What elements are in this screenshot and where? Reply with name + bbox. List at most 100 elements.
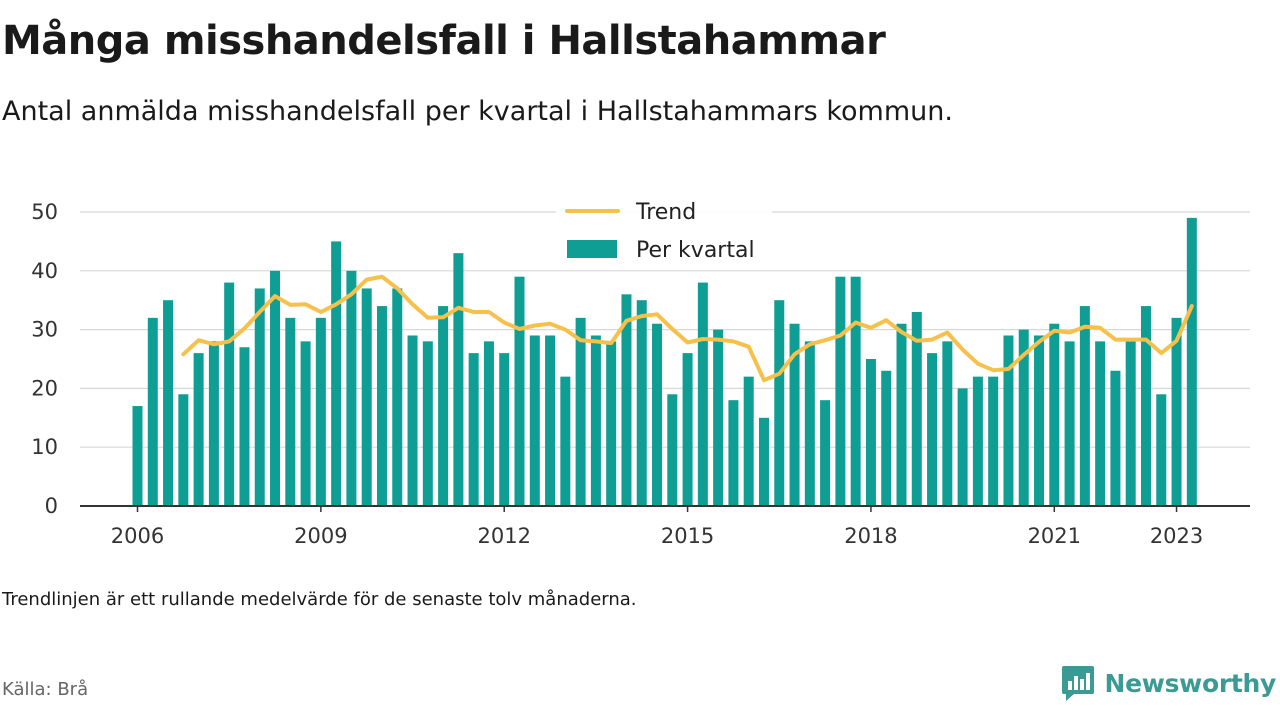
bar bbox=[789, 323, 800, 506]
bar bbox=[1171, 317, 1182, 506]
x-tick-label: 2006 bbox=[111, 524, 164, 548]
quarterly-bars bbox=[132, 217, 1197, 506]
legend-bar-swatch bbox=[567, 240, 617, 258]
bar bbox=[514, 276, 525, 506]
bar-line-chart: 0 10 20 30 40 50 2006 2009 2012 2015 2018 2021 2023… bbox=[31, 194, 1250, 548]
bar bbox=[774, 300, 785, 506]
bar bbox=[331, 241, 342, 506]
bar bbox=[804, 341, 815, 506]
x-axis: 2006 2009 2012 2015 2018 2021 2023 bbox=[80, 505, 1250, 548]
chart-title: Många misshandelsfall i Hallstahammar bbox=[2, 18, 886, 64]
bar bbox=[697, 282, 708, 506]
y-tick-label: 10 bbox=[31, 435, 58, 459]
bar bbox=[865, 359, 876, 506]
bar bbox=[285, 317, 296, 506]
bar bbox=[529, 335, 540, 506]
bar bbox=[361, 288, 372, 506]
trend-line bbox=[181, 274, 1194, 383]
bar bbox=[1156, 394, 1167, 506]
source-label: Källa: Brå bbox=[2, 679, 89, 700]
bar bbox=[270, 270, 281, 506]
bar bbox=[392, 288, 403, 506]
brand-name: Newsworthy bbox=[1104, 668, 1277, 698]
bar bbox=[713, 329, 724, 506]
bar bbox=[636, 300, 647, 506]
x-tick-label: 2018 bbox=[844, 524, 897, 548]
bar bbox=[1095, 341, 1106, 506]
bar bbox=[988, 376, 999, 506]
y-tick-label: 30 bbox=[31, 318, 58, 342]
x-tick-label: 2015 bbox=[661, 524, 714, 548]
bar bbox=[1003, 335, 1014, 506]
bar bbox=[346, 270, 357, 506]
bar bbox=[1018, 329, 1029, 506]
bar bbox=[758, 417, 769, 506]
bar bbox=[972, 376, 983, 506]
x-tick-label: 2021 bbox=[1028, 524, 1081, 548]
bar bbox=[224, 282, 235, 506]
bar bbox=[1140, 306, 1151, 506]
bar bbox=[743, 376, 754, 506]
bar bbox=[652, 323, 663, 506]
bar bbox=[483, 341, 494, 506]
bar bbox=[927, 353, 938, 506]
bar bbox=[667, 394, 678, 506]
bar bbox=[575, 317, 586, 506]
y-tick-label: 50 bbox=[31, 200, 58, 224]
bar bbox=[438, 306, 449, 506]
x-tick-label: 2023 bbox=[1150, 524, 1203, 548]
bar bbox=[178, 394, 189, 506]
bar bbox=[499, 353, 510, 506]
bar bbox=[682, 353, 693, 506]
trend-line-group bbox=[181, 274, 1194, 383]
bar bbox=[208, 341, 219, 506]
bar bbox=[820, 400, 831, 506]
legend-trend-label: Trend bbox=[635, 200, 696, 225]
bar bbox=[147, 317, 158, 506]
bar bbox=[1110, 370, 1121, 506]
bar bbox=[1186, 217, 1197, 506]
bar bbox=[1064, 341, 1075, 506]
bar bbox=[835, 276, 846, 506]
y-tick-label: 20 bbox=[31, 376, 58, 400]
bar bbox=[453, 253, 464, 506]
y-tick-label: 0 bbox=[45, 494, 58, 518]
y-tick-label: 40 bbox=[31, 259, 58, 283]
bar bbox=[468, 353, 479, 506]
x-tick-label: 2009 bbox=[294, 524, 347, 548]
bar bbox=[1079, 306, 1090, 506]
bar bbox=[163, 300, 174, 506]
x-tick-label: 2012 bbox=[477, 524, 530, 548]
bar bbox=[407, 335, 418, 506]
y-axis-ticks: 0 10 20 30 40 50 bbox=[31, 200, 58, 518]
bar bbox=[254, 288, 265, 506]
legend-bar-label: Per kvartal bbox=[636, 238, 755, 263]
bar bbox=[621, 294, 632, 506]
bar bbox=[606, 341, 617, 506]
bar bbox=[896, 323, 907, 506]
bar bbox=[850, 276, 861, 506]
bar bbox=[881, 370, 892, 506]
bar bbox=[957, 388, 968, 506]
bar bbox=[545, 335, 556, 506]
bar bbox=[728, 400, 739, 506]
bar bbox=[942, 341, 953, 506]
bar bbox=[422, 341, 433, 506]
bar bbox=[193, 353, 204, 506]
bar bbox=[911, 311, 922, 506]
bar bbox=[1049, 323, 1060, 506]
bar bbox=[239, 347, 250, 506]
bar bbox=[315, 317, 326, 506]
legend: Trend Per kvartal bbox=[556, 194, 772, 270]
brand-logo: Newsworthy bbox=[1061, 664, 1277, 702]
bar bbox=[300, 341, 311, 506]
chart-subtitle: Antal anmälda misshandelsfall per kvarta… bbox=[2, 96, 953, 127]
bar bbox=[1125, 341, 1136, 506]
bar bbox=[132, 406, 143, 506]
bar bbox=[560, 376, 571, 506]
newsworthy-icon bbox=[1061, 666, 1094, 701]
bar bbox=[590, 335, 601, 506]
bar bbox=[1034, 335, 1045, 506]
footnote: Trendlinjen är ett rullande medelvärde f… bbox=[2, 589, 637, 610]
bar bbox=[376, 306, 387, 506]
